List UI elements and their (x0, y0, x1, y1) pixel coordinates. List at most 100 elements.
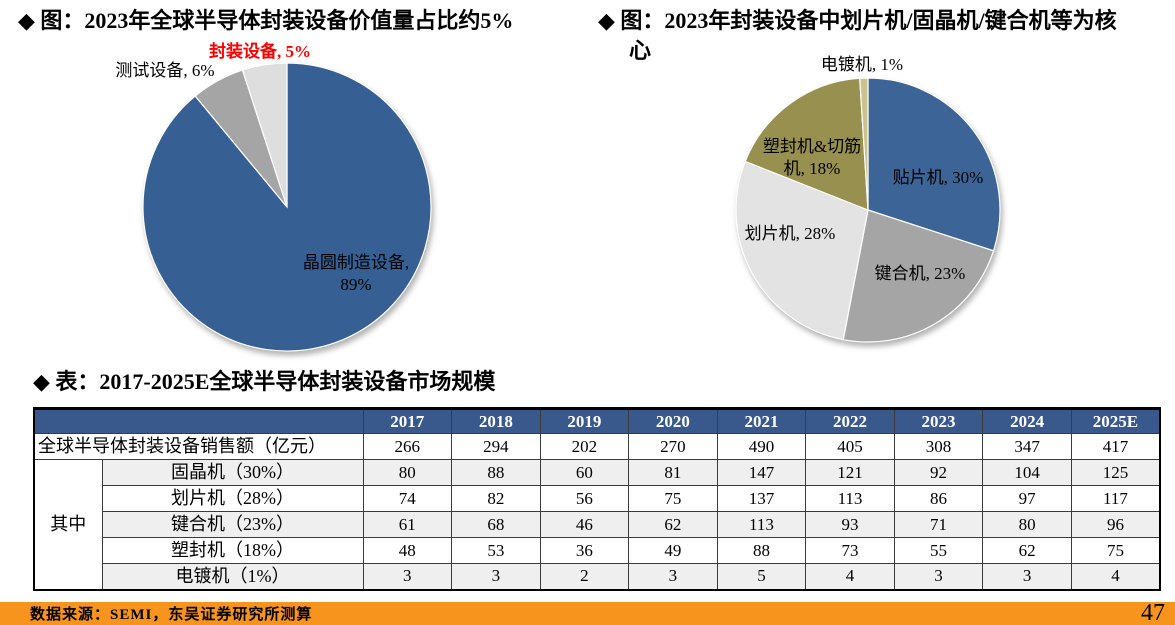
value-cell: 88 (451, 459, 541, 486)
pie-label-test-equipment: 测试设备, 6% (115, 61, 214, 80)
year-header: 2025E (1070, 407, 1161, 434)
table-row: 划片机（28%） 74 82 56 75 137 113 86 97 117 (34, 485, 1161, 512)
value-cell: 92 (893, 459, 984, 486)
packaging-equipment-split-pie-body (735, 77, 1001, 343)
left-chart-title: ◆ 图：2023年全球半导体封装设备价值量占比约5% (18, 8, 514, 33)
pie-slice-packaging-equipment (241, 62, 288, 208)
value-cell: 117 (1070, 485, 1161, 512)
value-cell: 49 (628, 537, 718, 564)
year-header: 2023 (893, 407, 984, 434)
value-cell: 113 (716, 511, 807, 538)
value-cell: 88 (716, 537, 807, 564)
pie-slice-plating-machine (859, 77, 869, 211)
pie-label-bonding-machine: 键合机, 23% (875, 264, 966, 283)
pie-label-dicing-machine: 划片机, 28% (745, 224, 836, 243)
sub-row-label: 固晶机（30%） (101, 459, 364, 486)
table-row: 塑封机（18%） 48 53 36 49 88 73 55 62 75 (34, 537, 1161, 564)
value-cell: 266 (362, 433, 453, 460)
pie-label-placement-machine: 贴片机, 30% (893, 168, 984, 187)
right-pie-chart: 贴片机, 30% 键合机, 23% 划片机, 28% 塑封机&切筋机, 18% 电镀机,… (735, 55, 1001, 343)
value-cell: 74 (362, 485, 453, 512)
value-cell: 4 (805, 563, 895, 590)
value-cell: 93 (805, 511, 895, 538)
value-cell: 3 (451, 563, 541, 590)
value-cell: 80 (362, 459, 453, 486)
value-cell: 75 (1070, 537, 1161, 564)
value-cell: 3 (362, 563, 453, 590)
value-cell: 4 (1070, 563, 1161, 590)
value-cell: 147 (716, 459, 807, 486)
table-corner-cell (33, 407, 364, 434)
left-pie-chart: 晶圆制造设备, 89% 测试设备, 6%封装设备, 5% (115, 41, 432, 352)
table-row-total: 全球半导体封装设备销售额（亿元） 266 294 202 270 490 405 308 347… (33, 433, 1161, 460)
table-row: 其中 固晶机（30%） 80 88 60 81 147 121 92 104 125 (33, 459, 1161, 590)
value-cell: 61 (362, 511, 453, 538)
value-cell: 270 (628, 433, 718, 460)
year-header: 2018 (451, 407, 541, 434)
value-cell: 104 (982, 459, 1072, 486)
value-cell: 202 (539, 433, 630, 460)
value-cell: 3 (982, 563, 1072, 590)
value-cell: 3 (628, 563, 718, 590)
sub-row-label: 电镀机（1%） (101, 563, 364, 590)
value-cell: 125 (1070, 459, 1161, 486)
table-title: ◆ 表：2017-2025E全球半导体封装设备市场规模 (33, 369, 496, 394)
sub-row-label: 键合机（23%） (101, 511, 364, 538)
value-cell: 294 (451, 433, 541, 460)
value-cell: 36 (539, 537, 630, 564)
value-cell: 48 (362, 537, 453, 564)
sub-row-label: 划片机（28%） (101, 485, 364, 512)
value-cell: 121 (805, 459, 895, 486)
value-cell: 62 (982, 537, 1072, 564)
global-semi-equipment-value-pie-body (142, 62, 432, 352)
value-cell: 86 (893, 485, 984, 512)
value-cell: 417 (1070, 433, 1161, 460)
value-cell: 405 (805, 433, 895, 460)
data-source-text: 数据来源：SEMI，东吴证券研究所测算 (30, 607, 313, 623)
pie-slice-molding-trim-machine (744, 77, 869, 211)
table-row: 电镀机（1%） 3 3 2 3 5 4 3 3 4 (34, 563, 1161, 590)
value-cell: 137 (716, 485, 807, 512)
value-cell: 3 (893, 563, 984, 590)
total-row-label: 全球半导体封装设备销售额（亿元） (33, 433, 364, 460)
sub-row-label: 塑封机（18%） (101, 537, 364, 564)
year-header: 2024 (982, 407, 1072, 434)
year-header: 2017 (362, 407, 453, 434)
pie-slice-placement-machine (867, 77, 1001, 252)
value-cell: 80 (982, 511, 1072, 538)
table-row: 键合机（23%） 61 68 46 62 113 93 71 80 96 (34, 511, 1161, 538)
value-cell: 71 (893, 511, 984, 538)
value-cell: 62 (628, 511, 718, 538)
value-cell: 46 (539, 511, 630, 538)
year-header: 2021 (716, 407, 807, 434)
market-size-table: 2017 2018 2019 2020 2021 2022 2023 2024 2025E 全球半… (33, 407, 1161, 591)
value-cell: 73 (805, 537, 895, 564)
value-cell: 56 (539, 485, 630, 512)
value-cell: 2 (539, 563, 630, 590)
value-cell: 308 (893, 433, 984, 460)
footer-bar: 数据来源：SEMI，东吴证券研究所测算 47 (0, 600, 1175, 625)
value-cell: 490 (716, 433, 807, 460)
year-header: 2020 (628, 407, 718, 434)
pie-slice-dicing-machine (735, 160, 869, 341)
group-label-cell: 其中 (33, 459, 103, 590)
value-cell: 75 (628, 485, 718, 512)
value-cell: 5 (716, 563, 807, 590)
value-cell: 55 (893, 537, 984, 564)
pie-label-wafer-fab-equipment: 晶圆制造设备, 89% (303, 253, 409, 294)
right-chart-title: ◆ 图：2023年封装设备中划片机/固晶机/键合机等为核心 (598, 8, 1117, 63)
value-cell: 81 (628, 459, 718, 486)
value-cell: 82 (451, 485, 541, 512)
pie-label-molding-trim-machine: 塑封机&切筋机, 18% (763, 137, 861, 178)
pie-label-plating-machine: 电镀机, 1% (821, 55, 903, 74)
value-cell: 60 (539, 459, 630, 486)
value-cell: 53 (451, 537, 541, 564)
value-cell: 97 (982, 485, 1072, 512)
year-header: 2022 (805, 407, 895, 434)
pie-label-packaging-equipment: 封装设备, 5% (209, 41, 311, 61)
value-cell: 96 (1070, 511, 1161, 538)
pie-slice-bonding-machine (842, 209, 995, 343)
page-number: 47 (1141, 600, 1165, 625)
value-cell: 347 (982, 433, 1072, 460)
